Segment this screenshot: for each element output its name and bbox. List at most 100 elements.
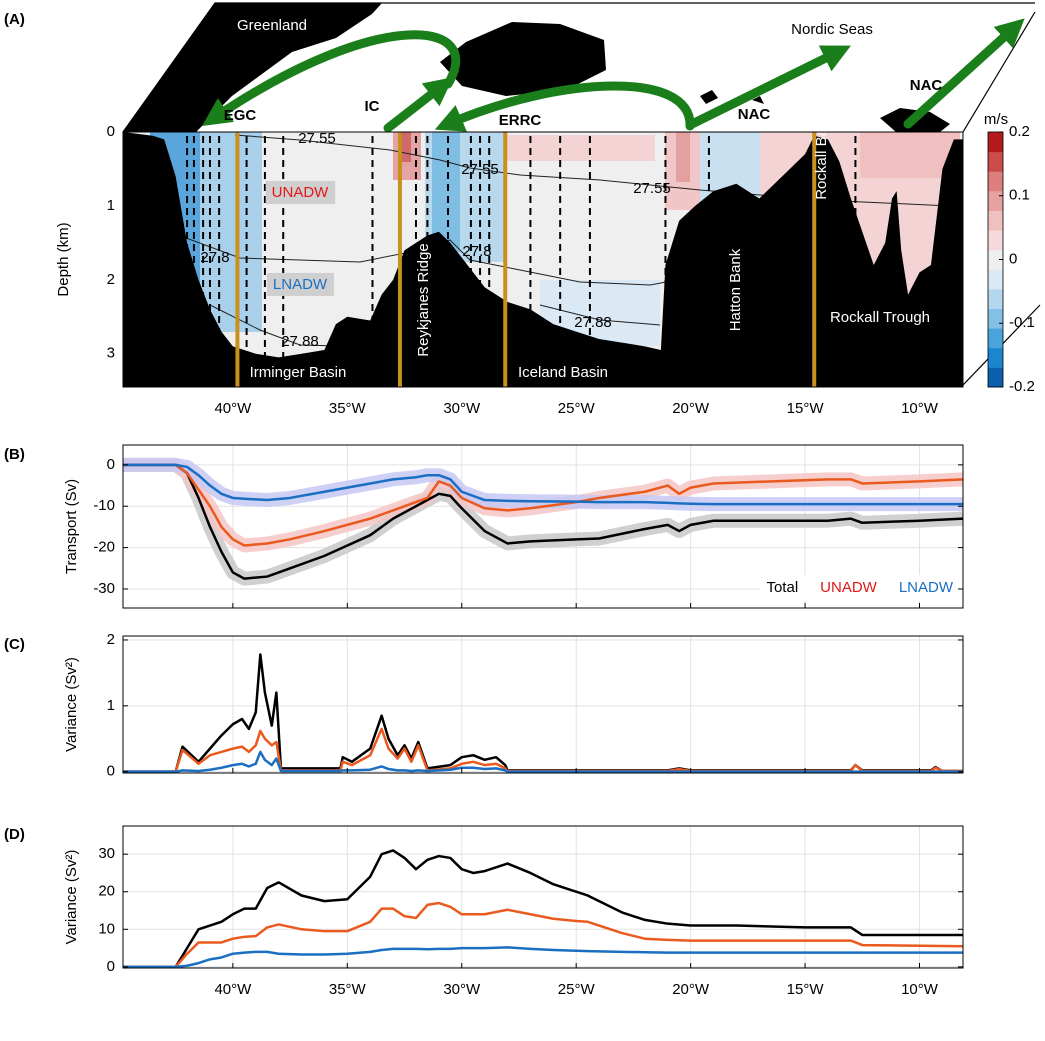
series-line	[123, 901, 964, 969]
y-axis-label: Variance (Sv²)	[63, 657, 80, 752]
arrow-nac	[687, 45, 851, 129]
annotation: NAC	[738, 106, 771, 123]
colorbar-band	[988, 347, 1003, 368]
panel-label: (B)	[4, 446, 25, 463]
iceland-shape	[440, 22, 606, 96]
arrow-nac-2	[903, 18, 1025, 129]
annotation: Rockall Trough	[830, 309, 930, 326]
current-arrows	[202, 18, 1025, 133]
y-tick-label: 0	[107, 763, 115, 780]
velocity-patch	[432, 132, 460, 252]
annotation: Hatton Bank	[727, 248, 744, 331]
x-tick-label: 15°W	[787, 400, 825, 417]
legend-entry: LNADW	[899, 579, 954, 596]
map	[122, 2, 1041, 386]
colorbar-band	[988, 328, 1003, 349]
legend-box	[760, 575, 959, 601]
contour-label: 27.88	[281, 333, 319, 350]
series-line	[123, 849, 963, 969]
colorbar-band	[988, 288, 1003, 310]
x-tick-label: 15°W	[787, 981, 825, 998]
legend-entry: Total	[766, 579, 798, 596]
annotation: IC	[365, 98, 380, 115]
colorbar-band	[988, 249, 1003, 270]
x-tick-label: 40°W	[214, 981, 252, 998]
colorbar-tick-label: 0.1	[1009, 187, 1030, 204]
annotation: EGC	[224, 107, 257, 124]
x-tick-label: 25°W	[558, 981, 596, 998]
annotation: Reykjanes Ridge	[415, 243, 432, 356]
isopycnal	[169, 231, 721, 286]
y-axis-label: Depth (km)	[55, 222, 72, 296]
legend-entry: UNADW	[820, 579, 878, 596]
annotation: ERRC	[499, 112, 542, 129]
colorbar-band	[988, 210, 1003, 231]
velocity-patch	[676, 132, 690, 182]
y-tick-label: 10	[98, 920, 115, 937]
colorbar-band	[988, 171, 1003, 192]
contour-label: 27.55	[461, 161, 499, 178]
x-tick-label: 10°W	[901, 981, 939, 998]
greenland-shape	[123, 3, 382, 132]
colorbar-label: m/s	[984, 111, 1008, 128]
contour-label: 27.8	[200, 249, 229, 266]
colorbar-tick-label: -0.2	[1009, 378, 1035, 395]
series-line	[123, 653, 963, 773]
velocity-patch	[505, 135, 655, 161]
contour-label: 27.55	[633, 180, 671, 197]
x-tick-label: 20°W	[672, 400, 710, 417]
contour-label: 27.8	[462, 243, 491, 260]
y-axis-label: Transport (Sv)	[63, 479, 80, 574]
series-line	[123, 946, 963, 969]
x-tick-label: 35°W	[329, 400, 367, 417]
annotation: UNADW	[272, 184, 330, 201]
y-tick-label: -10	[93, 497, 115, 514]
colorbar-band	[988, 367, 1003, 388]
panel-label: (D)	[4, 826, 25, 843]
legend: Total UNADW LNADW	[760, 575, 959, 601]
x-tick-label: 20°W	[672, 981, 710, 998]
colorbar-band	[988, 269, 1003, 290]
x-tick-label: 35°W	[329, 981, 367, 998]
y-tick-label: -20	[93, 539, 115, 556]
y-tick-label: 3	[107, 345, 115, 362]
arrow-ic	[383, 77, 454, 133]
y-tick-label: 2	[107, 631, 115, 648]
axes-frame	[122, 635, 964, 774]
annotation: Nordic Seas	[791, 21, 873, 38]
y-tick-label: 0	[107, 456, 115, 473]
panel-label: (A)	[4, 11, 25, 28]
annotation: Iceland Basin	[518, 364, 608, 381]
annotation: NAC	[910, 77, 943, 94]
series-line	[123, 463, 964, 580]
label-background	[266, 272, 334, 296]
colorbar-band	[988, 151, 1003, 172]
colorbar-tick-label: 0.2	[1009, 123, 1030, 140]
x-tick-label: 25°W	[558, 400, 596, 417]
x-tick-label: 10°W	[901, 400, 939, 417]
annotation: Greenland	[237, 17, 307, 34]
arrow-errc	[434, 81, 695, 132]
contour-label: 27.55	[298, 130, 336, 147]
arrow-egc	[202, 30, 461, 127]
axes-frame	[122, 131, 964, 388]
bathymetry	[123, 132, 963, 387]
x-tick-label: 40°W	[214, 400, 252, 417]
y-tick-label: 0	[107, 958, 115, 975]
colorbar-band	[988, 308, 1003, 329]
y-tick-label: 30	[98, 845, 115, 862]
contour-label: 27.8	[685, 273, 714, 290]
y-tick-label: 1	[107, 197, 115, 214]
series-line	[123, 750, 963, 773]
y-tick-label: 0	[107, 123, 115, 140]
series-line	[123, 463, 963, 506]
colorbar-tick-label: 0	[1009, 250, 1017, 267]
panel-label: (C)	[4, 636, 25, 653]
y-tick-label: 20	[98, 883, 115, 900]
annotation: LNADW	[273, 276, 328, 293]
axes-frame	[122, 444, 964, 609]
y-tick-label: -30	[93, 580, 115, 597]
velocity-patch	[399, 132, 411, 162]
